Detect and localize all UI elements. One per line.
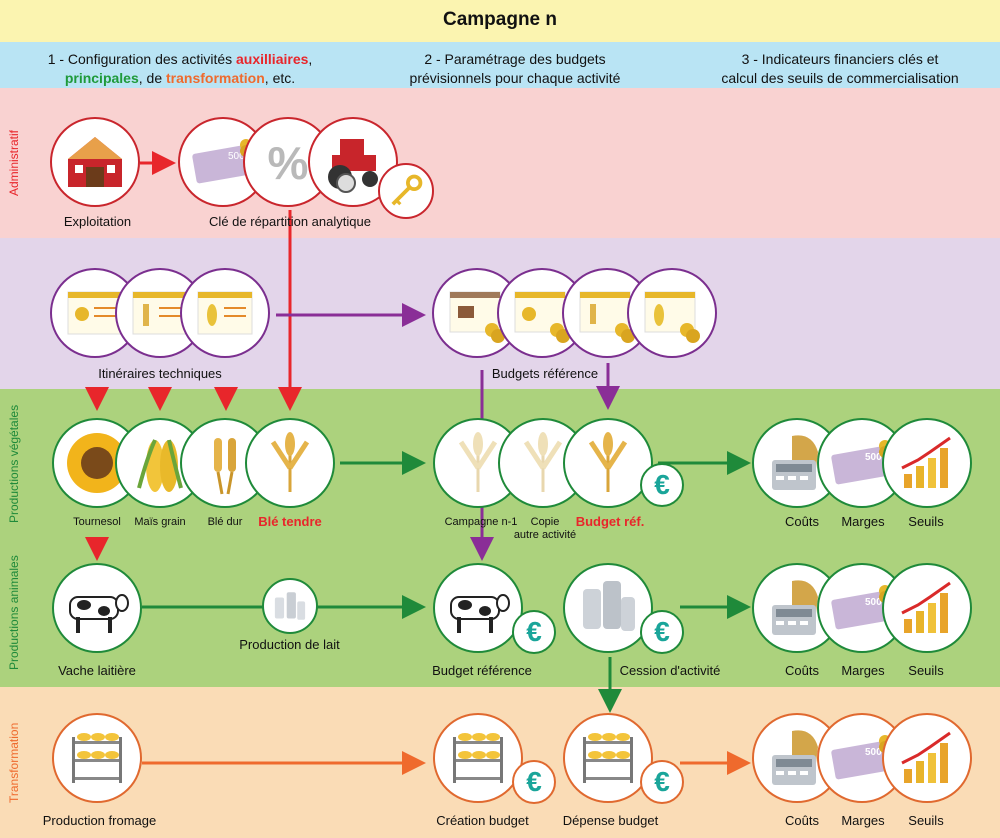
svg-text:500: 500 — [865, 452, 882, 463]
euro-icon: € — [640, 760, 684, 804]
cession-milk-icon — [563, 563, 653, 653]
itineraires-label: Itinéraires techniques — [98, 366, 222, 381]
couts-calculator-icon — [752, 563, 842, 653]
fromage-rack-icon — [52, 713, 142, 803]
section-productions-vegetales: Productions végétales — [7, 404, 21, 524]
creation-budget-rack-icon — [433, 713, 523, 803]
budget-reference-cow-icon — [433, 563, 523, 653]
depense-budget-rack-icon — [563, 713, 653, 803]
itineraire-mais-icon — [180, 268, 270, 358]
production-fromage-label: Production fromage — [42, 813, 157, 828]
seuils-chart-icon — [882, 713, 972, 803]
copie-activite-label: Copie autre activité — [513, 516, 577, 541]
seuils-label-transfo: Seuils — [908, 813, 944, 828]
cle-repartition-label: Clé de répartition analytique — [209, 214, 371, 229]
header-band — [0, 42, 1000, 88]
depense-budget-label: Dépense budget — [562, 813, 659, 828]
section-productions-animales: Productions animales — [7, 555, 21, 671]
couts-label-veg: Coûts — [785, 514, 819, 529]
ble-tendre-icon — [245, 418, 335, 508]
campagne-n1-label: Campagne n-1 — [444, 516, 518, 528]
marges-label-veg: Marges — [841, 514, 885, 529]
euro-icon: € — [640, 463, 684, 507]
cession-activite-label: Cession d'activité — [619, 663, 721, 678]
euro-icon: € — [640, 610, 684, 654]
seuils-chart-icon — [882, 563, 972, 653]
budget-ref-label: Budget réf. — [575, 514, 645, 529]
svg-text:500: 500 — [865, 747, 882, 758]
seuils-label-anim: Seuils — [908, 663, 944, 678]
budget-ref-ble-icon — [563, 418, 653, 508]
couts-label-transfo: Coûts — [785, 813, 819, 828]
exploitation-barn-icon — [50, 117, 140, 207]
svg-text:%: % — [268, 137, 309, 189]
vache-icon — [52, 563, 142, 653]
exploitation-label: Exploitation — [63, 214, 132, 229]
budget-ref-corn-icon — [627, 268, 717, 358]
vache-laitiere-label: Vache laitière — [58, 663, 136, 678]
step3-header: 3 - Indicateurs financiers clés et calcu… — [721, 51, 959, 86]
euro-icon: € — [512, 760, 556, 804]
marges-label-transfo: Marges — [841, 813, 885, 828]
budgets-reference-label: Budgets référence — [491, 366, 599, 381]
ble-dur-label: Blé dur — [207, 516, 243, 528]
section-transformation: Transformation — [7, 722, 21, 803]
step2-header: 2 - Paramétrage des budgets prévisionnel… — [409, 51, 621, 86]
mais-grain-label: Maïs grain — [134, 516, 186, 528]
svg-text:500: 500 — [865, 597, 882, 608]
euro-icon: € — [512, 610, 556, 654]
lait-icon — [262, 578, 318, 634]
creation-budget-label: Création budget — [436, 813, 529, 828]
step1-header: 1 - Configuration des activités auxillia… — [47, 51, 313, 86]
budget-reference-label: Budget référence — [432, 663, 532, 678]
key-icon — [378, 163, 434, 219]
marges-label-anim: Marges — [841, 663, 885, 678]
ble-tendre-label: Blé tendre — [258, 514, 322, 529]
section-administratif: Administratif — [7, 129, 21, 197]
seuils-chart-icon — [882, 418, 972, 508]
production-lait-label: Production de lait — [239, 637, 340, 652]
couts-label-anim: Coûts — [785, 663, 819, 678]
page-title: Campagne n — [442, 9, 558, 30]
title-band — [0, 0, 1000, 42]
svg-text:500: 500 — [228, 151, 245, 162]
seuils-label-veg: Seuils — [908, 514, 944, 529]
tournesol-label: Tournesol — [73, 516, 121, 528]
